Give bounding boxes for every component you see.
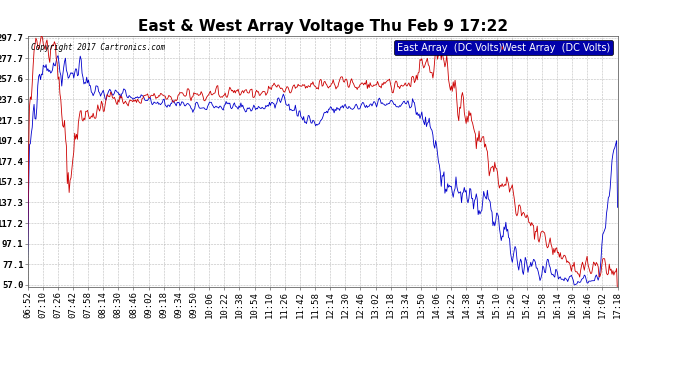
Title: East & West Array Voltage Thu Feb 9 17:22: East & West Array Voltage Thu Feb 9 17:2… [137, 20, 508, 34]
Text: Copyright 2017 Cartronics.com: Copyright 2017 Cartronics.com [30, 43, 165, 52]
Legend: East Array  (DC Volts), West Array  (DC Volts): East Array (DC Volts), West Array (DC Vo… [394, 40, 613, 56]
